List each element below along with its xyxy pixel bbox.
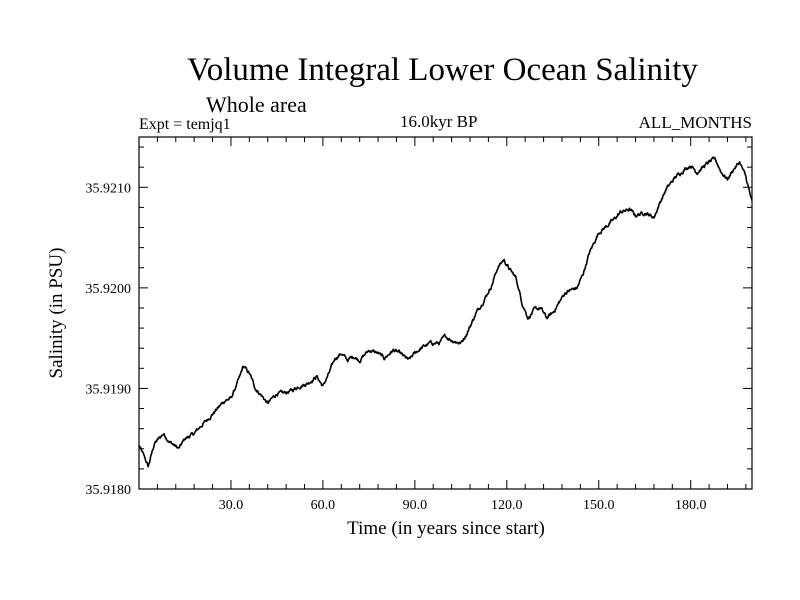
months-label: ALL_MONTHS xyxy=(638,113,752,132)
experiment-label: Expt = temjq1 xyxy=(139,116,231,133)
y-tick-label: 35.9180 xyxy=(86,483,132,498)
chart-subtitle: Whole area xyxy=(206,92,307,117)
x-axis-label: Time (in years since start) xyxy=(347,518,545,539)
x-tick-label: 90.0 xyxy=(403,498,428,513)
chart-title: Volume Integral Lower Ocean Salinity xyxy=(187,52,698,88)
y-axis-label: Salinity (in PSU) xyxy=(46,248,67,379)
x-tick-label: 120.0 xyxy=(491,498,523,513)
x-tick-label: 180.0 xyxy=(675,498,707,513)
x-tick-label: 60.0 xyxy=(311,498,336,513)
y-tick-label: 35.9190 xyxy=(86,382,132,397)
y-tick-label: 35.9210 xyxy=(86,181,132,196)
plot-frame xyxy=(138,136,753,490)
salinity-series-line xyxy=(138,156,753,468)
x-tick-label: 30.0 xyxy=(219,498,244,513)
x-tick-label: 150.0 xyxy=(583,498,615,513)
y-tick-label: 35.9200 xyxy=(86,282,132,297)
period-label: 16.0kyr BP xyxy=(400,112,478,131)
